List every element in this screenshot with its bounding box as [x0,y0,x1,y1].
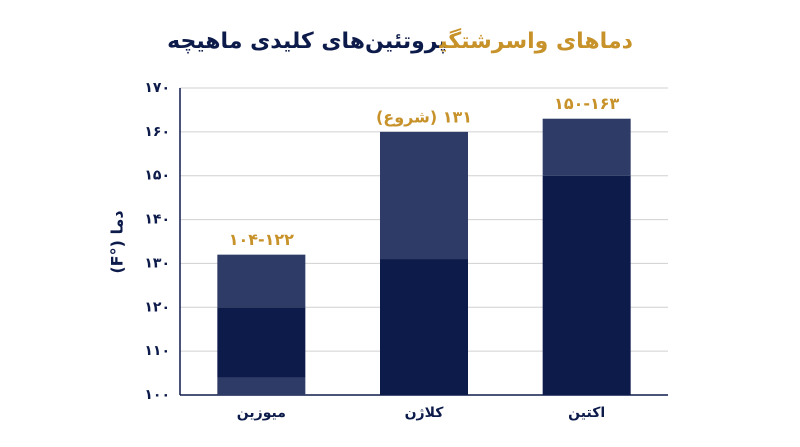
title-part: پروتئین‌های کلیدی ماهیچه [167,29,448,54]
bar-annotation: ۱۵۰-۱۶۳ [554,94,619,113]
y-tick-label: ۱۱۰ [144,343,170,359]
bar-segment [380,131,468,260]
y-tick-label: ۱۴۰ [144,212,170,228]
x-tick-label: اکتین [568,405,605,421]
x-tick-label: میوزین [237,405,286,421]
y-tick-label: ۱۰۰ [144,387,170,403]
y-tick-label: ۱۶۰ [144,124,170,140]
bar-segment [380,259,468,395]
bar-segment [217,377,306,395]
title-part: دماهای واسرشتگی [438,27,632,54]
y-tick-label: ۱۲۰ [144,299,170,315]
bar-annotation: ۱۰۴-۱۲۲ [229,230,294,249]
bar-segment [217,307,306,378]
bar-segment [217,254,306,308]
y-tick-label: ۱۳۰ [144,255,170,271]
y-axis-label: دما (°F) [108,210,127,273]
chart-title: دماهای واسرشتگیپروتئین‌های کلیدی ماهیچه [167,27,633,54]
y-tick-label: ۱۷۰ [144,80,170,96]
y-tick-label: ۱۵۰ [144,168,170,184]
bar-annotation: ۱۳۱ (شروع) [376,107,472,126]
x-tick-label: کلاژن [405,405,445,421]
bar-segment [542,118,631,176]
bar-segment [542,175,631,395]
